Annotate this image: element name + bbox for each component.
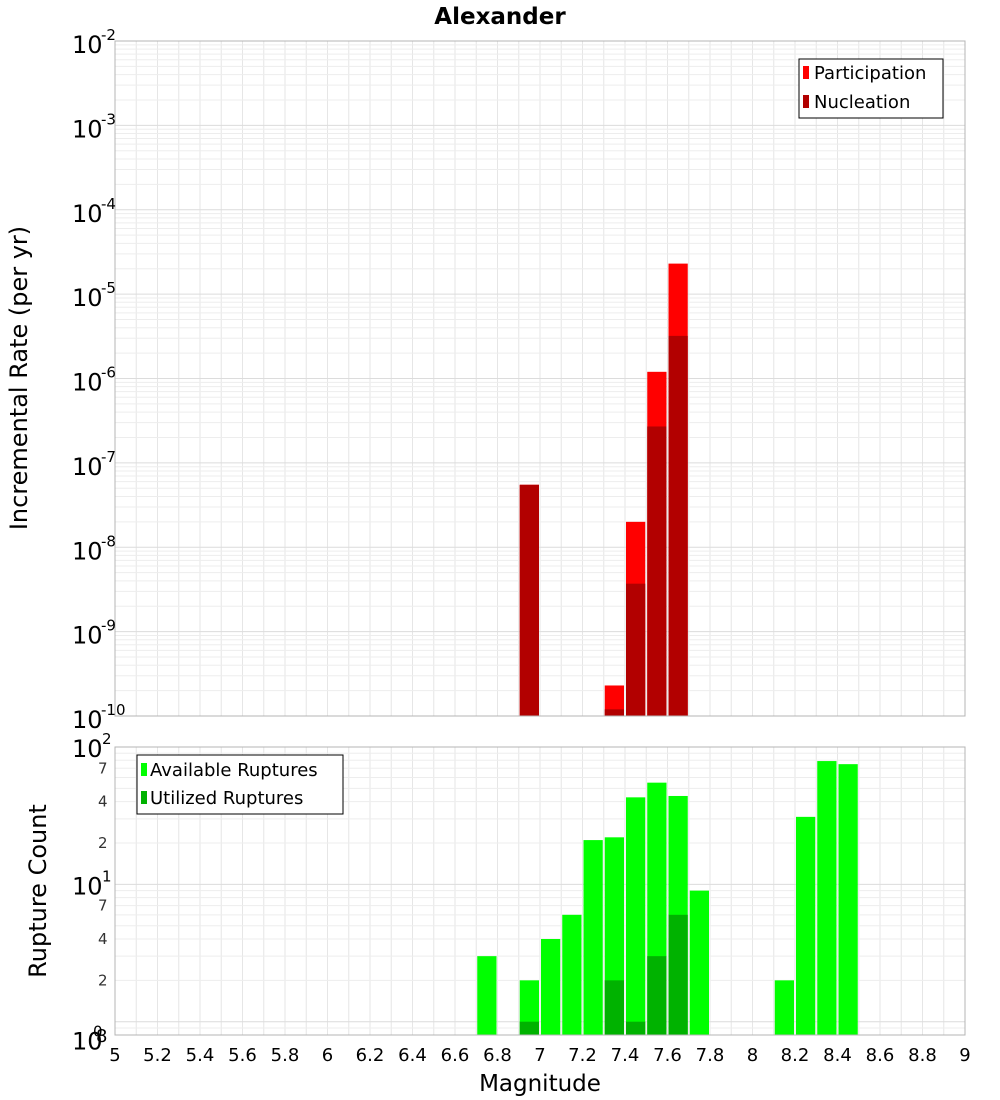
available-ruptures-bar xyxy=(477,956,497,1035)
available-ruptures-bar xyxy=(519,980,539,1035)
x-tick-label: 7 xyxy=(534,1045,545,1066)
utilized-ruptures-bar xyxy=(626,1021,646,1035)
chart-title: Alexander xyxy=(434,4,566,30)
x-tick-label: 7.2 xyxy=(568,1045,597,1066)
top-y-tick-label: 10 xyxy=(72,622,103,650)
top-y-tick-exponent: -8 xyxy=(101,532,116,550)
top-y-tick-exponent: -3 xyxy=(101,110,116,128)
top-y-axis-label: Incremental Rate (per yr) xyxy=(5,226,33,530)
bottom-y-tick-exponent: 2 xyxy=(102,730,112,748)
top-legend-box xyxy=(798,58,944,119)
utilized-ruptures-bar xyxy=(604,980,624,1035)
utilized-ruptures-bar xyxy=(647,956,667,1035)
x-tick-label: 8.4 xyxy=(823,1045,852,1066)
available-ruptures-bar xyxy=(626,797,646,1035)
top-y-tick-exponent: -7 xyxy=(101,448,116,466)
x-tick-labels: 5 5.2 5.4 5.6 5.8 6 6.2 6.4 6.6 6.8 7 7.2 7.4 7.6 7.8 8… xyxy=(109,1045,970,1066)
legend-swatch-utilized xyxy=(141,791,147,804)
nucleation-bar xyxy=(668,335,688,716)
top-y-tick-label: 10 xyxy=(72,115,103,143)
bottom-y-minor-tick-label: 8 xyxy=(96,1026,107,1047)
participation-bar xyxy=(604,685,624,716)
x-tick-label: 5.4 xyxy=(186,1045,215,1066)
x-tick-label: 5.6 xyxy=(228,1045,257,1066)
top-y-tick-label: 10 xyxy=(72,284,103,312)
available-ruptures-bar xyxy=(796,816,816,1035)
top-y-tick-exponent: -4 xyxy=(101,195,116,213)
top-y-tick-labels: 10-210-310-410-510-610-710-810-910-10 xyxy=(72,26,126,734)
bottom-y-tick-exponent: 0 xyxy=(93,1023,103,1041)
available-ruptures-bar xyxy=(541,939,561,1035)
bottom-y-minor-tick-label: 4 xyxy=(98,793,108,811)
top-y-tick-label: 10 xyxy=(72,706,103,734)
top-legend: Participation Nucleation xyxy=(798,58,944,119)
utilized-ruptures-bar xyxy=(668,914,688,1035)
x-tick-label: 7.4 xyxy=(611,1045,640,1066)
top-plot-bars xyxy=(519,263,688,716)
x-tick-label: 6.2 xyxy=(356,1045,385,1066)
nucleation-bar xyxy=(519,484,539,716)
top-y-tick-exponent: -2 xyxy=(101,26,116,44)
legend-label-participation: Participation xyxy=(814,63,926,84)
x-tick-label: 7.8 xyxy=(696,1045,725,1066)
bottom-y-tick-label: 10 xyxy=(72,872,103,900)
top-y-tick-exponent: -5 xyxy=(101,279,116,297)
bottom-legend: Available Ruptures Utilized Ruptures xyxy=(136,754,344,815)
available-ruptures-bar xyxy=(583,840,603,1035)
legend-swatch-participation xyxy=(803,66,809,79)
bottom-legend-box xyxy=(136,754,344,815)
bottom-y-minor-tick-label: 7 xyxy=(98,759,108,777)
legend-label-available: Available Ruptures xyxy=(150,760,318,781)
bottom-y-tick-label: 10 xyxy=(72,735,103,763)
top-y-tick-exponent: -10 xyxy=(101,701,126,719)
nucleation-bar xyxy=(626,583,646,716)
top-y-tick-exponent: -9 xyxy=(101,617,116,635)
x-tick-label: 6 xyxy=(322,1045,333,1066)
available-ruptures-bar xyxy=(689,890,709,1035)
bottom-y-tick-label: 10 xyxy=(72,1028,103,1056)
legend-label-nucleation: Nucleation xyxy=(814,92,910,113)
x-tick-label: 8.2 xyxy=(781,1045,810,1066)
top-y-tick-label: 10 xyxy=(72,200,103,228)
x-axis-label: Magnitude xyxy=(479,1071,601,1097)
bottom-y-minor-tick-label: 2 xyxy=(98,971,108,989)
nucleation-bar xyxy=(647,426,667,716)
top-y-tick-label: 10 xyxy=(72,453,103,481)
x-tick-label: 9 xyxy=(959,1045,970,1066)
bottom-y-minor-tick-label: 7 xyxy=(98,897,108,915)
legend-label-utilized: Utilized Ruptures xyxy=(150,788,303,809)
top-y-tick-label: 10 xyxy=(72,537,103,565)
x-tick-label: 6.4 xyxy=(398,1045,427,1066)
x-tick-label: 5.8 xyxy=(271,1045,300,1066)
x-tick-label: 5.2 xyxy=(143,1045,172,1066)
legend-swatch-nucleation xyxy=(803,95,809,108)
bottom-y-minor-tick-label: 4 xyxy=(98,930,108,948)
available-ruptures-bar xyxy=(562,914,582,1035)
top-plot-grid xyxy=(114,41,966,717)
bottom-plot-frame xyxy=(114,746,966,1036)
x-tick-label: 8 xyxy=(747,1045,758,1066)
x-tick-label: 6.8 xyxy=(483,1045,512,1066)
top-y-tick-exponent: -6 xyxy=(101,364,116,382)
bottom-plot-bars xyxy=(477,761,858,1035)
bottom-y-tick-exponent: 1 xyxy=(102,867,112,885)
x-tick-label: 8.6 xyxy=(866,1045,895,1066)
nucleation-bar xyxy=(604,709,624,716)
top-y-tick-label: 10 xyxy=(72,31,103,59)
top-y-tick-label: 10 xyxy=(72,369,103,397)
available-ruptures-bar xyxy=(774,980,794,1035)
x-tick-label: 5 xyxy=(109,1045,120,1066)
legend-swatch-available xyxy=(141,763,147,776)
x-tick-label: 8.8 xyxy=(908,1045,937,1066)
utilized-ruptures-bar xyxy=(519,1021,539,1035)
bottom-y-minor-tick-label: 2 xyxy=(98,834,108,852)
available-ruptures-bar xyxy=(817,761,837,1035)
x-tick-label: 6.6 xyxy=(441,1045,470,1066)
top-plot-frame xyxy=(114,40,966,717)
available-ruptures-bar xyxy=(838,764,858,1035)
x-tick-label: 7.6 xyxy=(653,1045,682,1066)
bottom-y-axis-label: Rupture Count xyxy=(24,804,52,978)
